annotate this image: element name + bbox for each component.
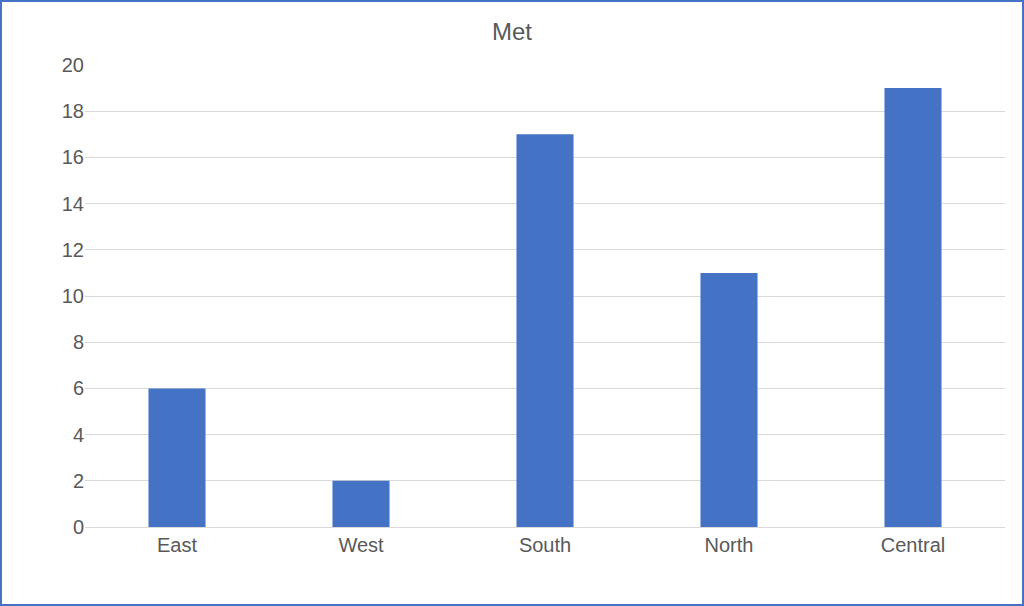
svg-text:18: 18 (62, 100, 84, 122)
svg-text:Central: Central (881, 534, 945, 556)
svg-text:8: 8 (73, 331, 84, 353)
svg-text:10: 10 (62, 285, 84, 307)
svg-text:2: 2 (73, 470, 84, 492)
svg-text:6: 6 (73, 377, 84, 399)
svg-text:0: 0 (73, 516, 84, 538)
svg-text:Met: Met (492, 18, 532, 45)
svg-text:20: 20 (62, 54, 84, 76)
svg-text:16: 16 (62, 146, 84, 168)
svg-text:East: East (157, 534, 197, 556)
svg-text:South: South (519, 534, 571, 556)
svg-text:12: 12 (62, 239, 84, 261)
svg-text:North: North (705, 534, 754, 556)
svg-text:14: 14 (62, 193, 84, 215)
svg-text:West: West (338, 534, 384, 556)
svg-text:4: 4 (73, 424, 84, 446)
